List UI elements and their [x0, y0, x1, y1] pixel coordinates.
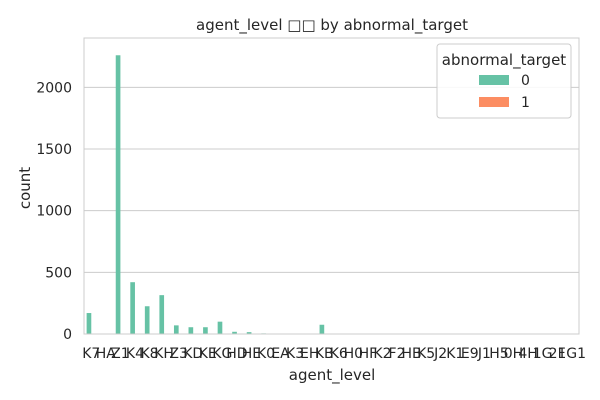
x-tick-label: H0: [344, 346, 363, 362]
x-tick-label: HB: [401, 346, 421, 362]
x-tick-label: KD: [183, 346, 203, 362]
x-tick-label: HF: [359, 346, 378, 362]
x-tick-label: K7: [82, 346, 100, 362]
x-tick-label: H5: [489, 346, 508, 362]
x-tick-label: J1: [477, 346, 491, 362]
bar-Z1-series-0: [115, 55, 121, 335]
bar-K8-series-0: [144, 306, 150, 334]
x-tick-label: K0: [257, 346, 275, 362]
bar-KD-series-0: [188, 327, 194, 334]
x-tick-label: K8: [140, 346, 158, 362]
x-tick-label: HA: [96, 346, 117, 362]
bar-KB-series-0: [319, 324, 325, 334]
x-tick-label: KH: [154, 346, 174, 362]
bar-KG-series-0: [217, 321, 223, 334]
x-tick-label: K3: [286, 346, 304, 362]
x-tick-label: EA: [271, 346, 290, 362]
x-tick-label: 1G: [533, 346, 553, 362]
x-tick-label: KE: [199, 346, 217, 362]
bar-HE-series-0: [246, 332, 252, 334]
x-tick-label: K6: [330, 346, 348, 362]
bar-K4-series-0: [130, 282, 135, 334]
legend-label-1: 1: [521, 95, 530, 111]
y-tick-label: 0: [63, 327, 72, 343]
gridlines: [84, 86, 579, 335]
x-tick-label: K1: [446, 346, 464, 362]
x-axis-label: agent_level: [289, 366, 376, 385]
x-tick-label: K5: [417, 346, 435, 362]
x-tick-label: J2: [433, 346, 447, 362]
x-tick-label: K4: [126, 346, 144, 362]
x-tick-label: Z3: [169, 346, 188, 362]
x-tick-label: 4H: [518, 346, 537, 362]
legend-swatch-1: [479, 97, 509, 107]
x-tick-label: 2F: [549, 346, 566, 362]
x-tick-label: 0H: [504, 346, 523, 362]
bar-Z3-series-0: [173, 325, 179, 334]
x-tick-label: KG: [212, 346, 232, 362]
y-tick-label: 1000: [36, 204, 72, 220]
x-tick-labels: K7HAZ1K4K8KHZ3KDKEKGHDHEK0EAK3EHKBK6H0HF…: [82, 346, 586, 362]
x-tick-label: K2: [373, 346, 391, 362]
bar-KE-series-0: [203, 327, 208, 334]
x-tick-label: E9: [461, 346, 479, 362]
x-tick-label: KB: [315, 346, 334, 362]
bar-KH-series-0: [159, 295, 165, 334]
legend-swatch-0: [479, 75, 509, 85]
bar-HD-series-0: [232, 331, 237, 334]
legend-title: abnormal_target: [442, 51, 566, 70]
bar-K7-series-0: [86, 313, 92, 334]
y-tick-label: 1500: [36, 142, 72, 158]
x-tick-label: EH: [300, 346, 319, 362]
x-tick-label: Z1: [111, 346, 130, 362]
legend-label-0: 0: [521, 73, 530, 89]
x-tick-label: HD: [226, 346, 247, 362]
y-tick-label: 500: [45, 265, 72, 281]
plot-frame: [83, 37, 580, 335]
x-tick-label: 1G1: [557, 346, 586, 362]
x-tick-label: F2: [389, 346, 406, 362]
legend: abnormal_target 0 1: [436, 43, 572, 119]
chart-title: agent_level □□ by abnormal_target: [196, 16, 468, 35]
y-axis-label: count: [16, 167, 34, 209]
x-tick-label: HE: [242, 346, 261, 362]
y-tick-label: 2000: [36, 80, 72, 96]
y-tick-labels: 0 500 1000 1500 2000: [36, 80, 72, 343]
